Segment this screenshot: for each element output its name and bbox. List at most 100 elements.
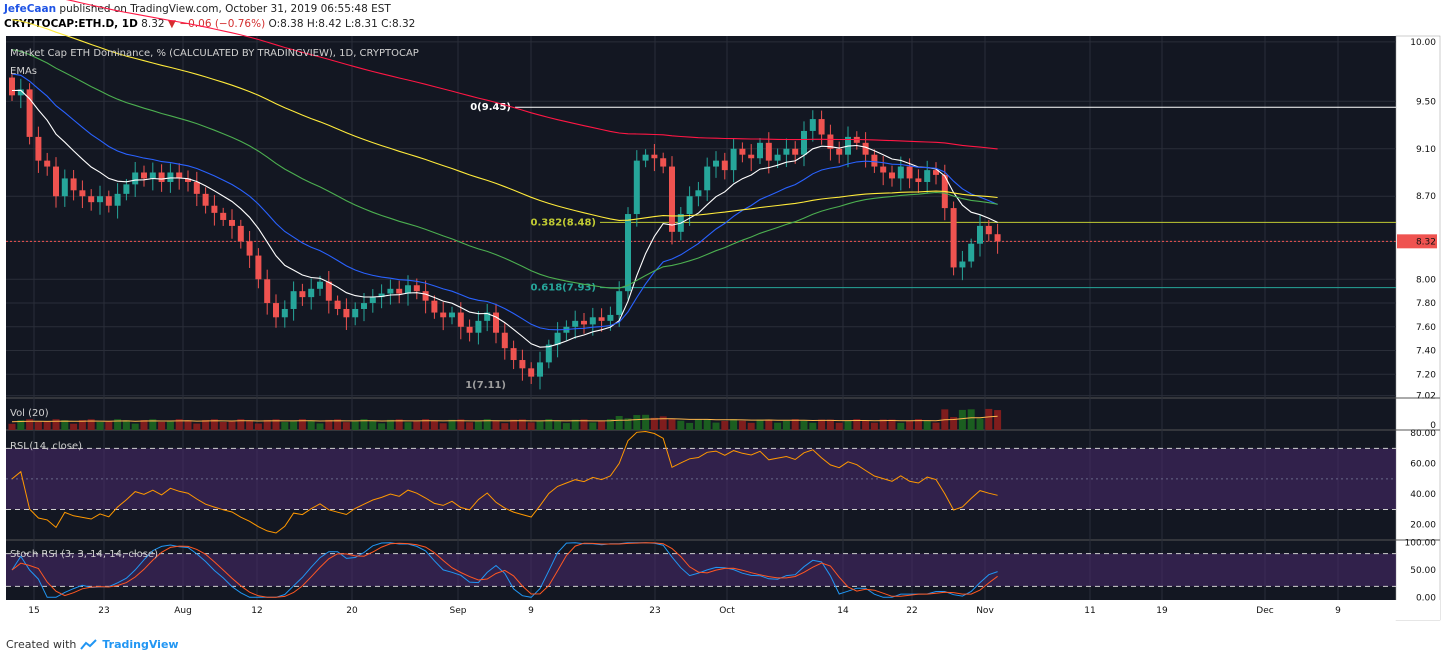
- candle-body: [950, 208, 957, 268]
- author-name[interactable]: JefeCaan: [4, 3, 57, 15]
- candle-body: [369, 297, 376, 304]
- candle-body: [457, 312, 464, 327]
- price-tick-label: 9.50: [1416, 97, 1436, 107]
- candle-body: [123, 184, 130, 194]
- chart-title: Market Cap ETH Dominance, % (CALCULATED …: [10, 48, 419, 59]
- volume-bar: [985, 408, 993, 430]
- volume-bar: [237, 419, 245, 430]
- volume-bar: [158, 421, 166, 430]
- candle-body: [607, 314, 614, 321]
- rsi-tick-label: 80.00: [1410, 429, 1436, 439]
- stoch-tick-label: 0.00: [1416, 593, 1436, 603]
- volume-bar: [527, 422, 535, 430]
- volume-bar: [210, 419, 218, 430]
- candle-body: [871, 154, 878, 167]
- candle-body: [897, 166, 904, 179]
- volume-bar: [510, 419, 518, 430]
- tradingview-brand[interactable]: TradingView: [102, 638, 179, 651]
- candle-body: [501, 332, 508, 349]
- candle-body: [237, 225, 244, 242]
- volume-bar: [958, 409, 966, 430]
- ema-label: EMAs: [10, 66, 37, 77]
- candle-body: [343, 308, 350, 318]
- volume-bar: [501, 423, 509, 430]
- volume-bar: [290, 421, 298, 430]
- price-tick-label: 8.00: [1416, 275, 1436, 285]
- volume-bar: [430, 420, 438, 430]
- candle-body: [836, 148, 843, 155]
- volume-bar: [738, 420, 746, 430]
- candle-body: [704, 166, 711, 191]
- candle-body: [757, 142, 763, 159]
- candle-body: [361, 303, 367, 309]
- volume-bar: [906, 420, 914, 430]
- volume-bar: [298, 419, 306, 430]
- candle-body: [141, 172, 147, 179]
- time-tick-label: Sep: [450, 606, 467, 616]
- volume-bar: [879, 419, 887, 430]
- candle-body: [748, 154, 755, 159]
- candle-body: [273, 303, 279, 318]
- candle-body: [730, 148, 737, 171]
- candle-body: [44, 160, 51, 167]
- candle-body: [985, 225, 992, 235]
- candle-body: [334, 300, 341, 309]
- candle-body: [572, 320, 579, 327]
- volume-bar: [413, 421, 421, 430]
- volume-bar: [703, 419, 711, 430]
- volume-bar: [61, 420, 69, 430]
- candle-body: [493, 312, 499, 333]
- candle-body: [528, 368, 535, 377]
- time-tick-label: 22: [906, 606, 917, 616]
- candle-body: [510, 348, 517, 361]
- volume-bar: [439, 423, 447, 430]
- volume-bar: [114, 419, 122, 430]
- time-tick-label: Aug: [174, 606, 192, 616]
- candle-body: [9, 77, 15, 96]
- candle-body: [880, 166, 887, 173]
- volume-bar: [131, 423, 139, 430]
- fib-level-label: 0(9.45): [470, 102, 511, 113]
- ema-100-line: [11, 19, 998, 221]
- candle-body: [149, 172, 156, 179]
- volume-bar: [105, 421, 113, 430]
- candle-body: [61, 178, 68, 197]
- stoch-d-line: [11, 542, 998, 598]
- time-tick-label: 11: [1084, 606, 1095, 616]
- candle-body: [475, 320, 482, 333]
- volume-bar: [492, 420, 500, 430]
- volume-label: Vol (20): [10, 408, 49, 419]
- candle-body: [440, 312, 447, 318]
- candle-body: [915, 178, 922, 182]
- candle-body: [537, 362, 543, 377]
- time-tick-label: 12: [251, 606, 262, 616]
- candle-body: [686, 196, 693, 215]
- volume-bar: [325, 419, 333, 430]
- candle-body: [53, 166, 59, 197]
- candle-body: [193, 181, 200, 194]
- candle-body: [625, 214, 631, 292]
- candle-body: [889, 172, 895, 179]
- candle-body: [466, 326, 473, 333]
- price-tick-label: 8.70: [1416, 192, 1436, 202]
- time-tick-label: 23: [98, 606, 109, 616]
- volume-bar: [34, 421, 42, 430]
- ema-50-line: [11, 49, 998, 289]
- candle-body: [352, 308, 359, 318]
- time-tick-label: 15: [28, 606, 39, 616]
- price-tick-label: 10.00: [1410, 38, 1436, 48]
- volume-bar: [246, 420, 254, 430]
- candle-body: [924, 170, 931, 182]
- volume-bar: [342, 422, 350, 430]
- price-tick-label: 8.32: [1416, 237, 1436, 247]
- rsi-line: [11, 430, 998, 534]
- volume-bar: [254, 423, 262, 430]
- volume-bar: [730, 419, 738, 430]
- volume-bar: [580, 419, 588, 430]
- volume-bar: [870, 422, 878, 430]
- candle-body: [97, 196, 103, 203]
- volume-bar: [721, 420, 729, 430]
- fib-level-label: 1(7.11): [465, 380, 506, 391]
- volume-bar: [184, 420, 192, 430]
